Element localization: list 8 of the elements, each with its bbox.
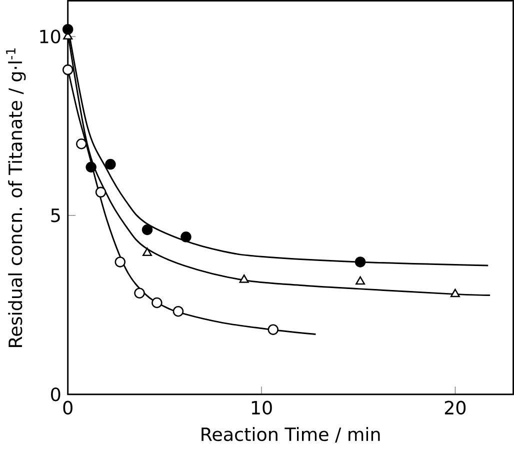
x-axis-title: Reaction Time / min (202, 427, 380, 443)
y-axis-title: Residual concn. of Titanate / g·l$^{-1}$ (6, 48, 26, 348)
y-tick-label: 5 (51, 208, 60, 222)
y-tick-label: 10 (40, 30, 60, 44)
x-tick-label: 0 (63, 400, 72, 415)
x-tick-label: 10 (252, 400, 272, 415)
x-tick-label: 20 (444, 400, 466, 415)
y-tick-label: 0 (51, 388, 60, 402)
